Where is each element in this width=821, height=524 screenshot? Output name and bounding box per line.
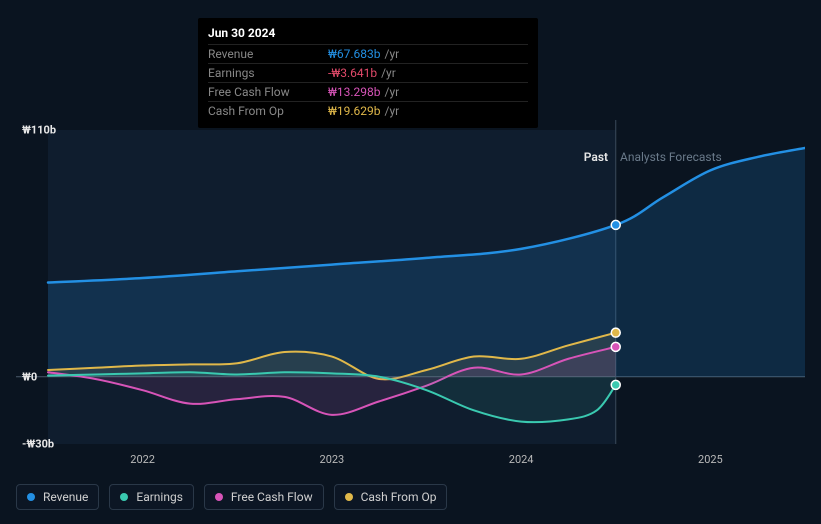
x-axis-label: 2024 <box>509 453 534 466</box>
tooltip-date: Jun 30 2024 <box>208 26 528 40</box>
legend-label: Revenue <box>43 490 88 504</box>
section-labels: Past Analysts Forecasts <box>584 150 722 164</box>
chart-container: Jun 30 2024 Revenue₩67.683b /yrEarnings-… <box>0 0 821 524</box>
x-axis-label: 2022 <box>130 453 155 466</box>
legend-dot <box>345 493 353 501</box>
tooltip-metric-value: ₩13.298b <box>328 85 381 99</box>
tooltip-metric-unit: /yr <box>385 85 400 99</box>
past-label: Past <box>584 150 608 164</box>
chart-area <box>16 120 805 464</box>
legend-item-earnings[interactable]: Earnings <box>109 484 194 510</box>
tooltip-row: Revenue₩67.683b /yr <box>208 44 528 63</box>
legend-dot <box>27 493 35 501</box>
legend: Revenue Earnings Free Cash Flow Cash From O… <box>16 484 447 510</box>
x-axis-label: 2023 <box>320 453 345 466</box>
x-axis-label: 2025 <box>698 453 723 466</box>
tooltip-row: Cash From Op₩19.629b /yr <box>208 101 528 120</box>
tooltip-metric-label: Cash From Op <box>208 104 328 118</box>
y-axis-label: ₩110b <box>22 124 56 137</box>
tooltip-metric-value: ₩67.683b <box>328 47 381 61</box>
hover-tooltip: Jun 30 2024 Revenue₩67.683b /yrEarnings-… <box>198 18 538 128</box>
line-chart[interactable] <box>16 120 805 464</box>
legend-dot <box>215 493 223 501</box>
tooltip-metric-value: ₩19.629b <box>328 104 381 118</box>
tooltip-metric-unit: /yr <box>385 104 400 118</box>
tooltip-metric-unit: /yr <box>385 47 400 61</box>
legend-label: Earnings <box>136 490 183 504</box>
tooltip-row: Free Cash Flow₩13.298b /yr <box>208 82 528 101</box>
legend-item-revenue[interactable]: Revenue <box>16 484 99 510</box>
tooltip-metric-label: Revenue <box>208 47 328 61</box>
y-axis-label: -₩30b <box>22 438 54 451</box>
legend-item-cash-from-op[interactable]: Cash From Op <box>334 484 448 510</box>
forecast-label: Analysts Forecasts <box>620 150 722 164</box>
y-axis-label: ₩0 <box>22 370 37 383</box>
legend-label: Free Cash Flow <box>231 490 313 504</box>
legend-dot <box>120 493 128 501</box>
tooltip-row: Earnings-₩3.641b /yr <box>208 63 528 82</box>
tooltip-metric-label: Earnings <box>208 66 328 80</box>
tooltip-metric-unit: /yr <box>381 66 396 80</box>
legend-item-free-cash-flow[interactable]: Free Cash Flow <box>204 484 324 510</box>
tooltip-metric-value: -₩3.641b <box>328 66 377 80</box>
legend-label: Cash From Op <box>361 490 437 504</box>
tooltip-metric-label: Free Cash Flow <box>208 85 328 99</box>
